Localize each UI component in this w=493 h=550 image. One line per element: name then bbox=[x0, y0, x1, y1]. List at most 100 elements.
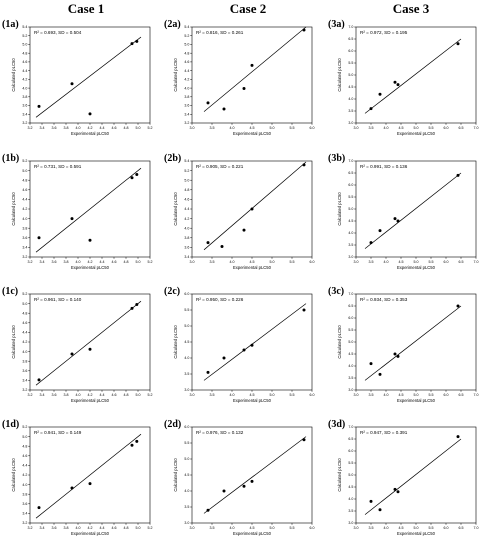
y-tick-label: 5.2 bbox=[22, 292, 27, 296]
y-tick-label: 3.0 bbox=[348, 521, 353, 525]
data-point bbox=[456, 173, 460, 177]
data-point bbox=[206, 101, 210, 105]
x-tick-label: 4.0 bbox=[384, 126, 389, 130]
x-tick-label: 3.4 bbox=[40, 526, 45, 530]
y-tick-label: 3.4 bbox=[184, 112, 189, 116]
y-tick-label: 3.6 bbox=[22, 502, 27, 506]
x-tick-label: 6.5 bbox=[459, 526, 464, 530]
x-tick-label: 6.5 bbox=[459, 393, 464, 397]
y-tick-label: 3.6 bbox=[22, 369, 27, 373]
fit-line bbox=[364, 172, 462, 249]
y-tick-label: 4.8 bbox=[184, 51, 189, 55]
stat-annotation: R² = 0.947, SD = 0.391 bbox=[360, 430, 408, 435]
data-point bbox=[456, 304, 460, 308]
x-tick-label: 3.8 bbox=[64, 393, 69, 397]
y-tick-label: 5.2 bbox=[22, 425, 27, 429]
data-point bbox=[378, 229, 382, 233]
x-tick-label: 6.0 bbox=[310, 260, 315, 264]
data-point bbox=[130, 176, 134, 180]
y-tick-label: 4.0 bbox=[184, 489, 189, 493]
y-tick-label: 5.0 bbox=[22, 302, 27, 306]
x-tick-label: 3.5 bbox=[210, 393, 215, 397]
y-axis-title: Calculated pLC50 bbox=[337, 58, 342, 92]
panel-2b: (2b) 3.0 3.5 4.0 4.5 5.0 5.5 6.0 3.4 3.6 3.8 4.0 4.2… bbox=[164, 153, 315, 270]
data-point bbox=[456, 435, 460, 439]
y-tick-label: 3.2 bbox=[22, 521, 27, 525]
y-axis-title: Calculated pLC50 bbox=[337, 325, 342, 359]
case-title-1: Case 1 bbox=[68, 1, 104, 16]
case-title-2: Case 2 bbox=[230, 1, 266, 16]
fit-line bbox=[35, 36, 142, 118]
stat-annotation: R² = 0.961, SD = 0.140 bbox=[34, 297, 82, 302]
y-tick-label: 7.0 bbox=[348, 159, 353, 163]
x-tick-label: 5.0 bbox=[270, 526, 275, 530]
data-point bbox=[130, 42, 134, 46]
y-tick-label: 3.8 bbox=[184, 95, 189, 99]
stat-annotation: R² = 0.950, SD = 0.226 bbox=[196, 297, 244, 302]
panel-3a: (3a) 3.0 3.5 4.0 4.5 5.0 5.5 6.0 6.5 7.0 3.0 3.5 4.0… bbox=[328, 19, 479, 136]
y-tick-label: 3.2 bbox=[22, 255, 27, 259]
y-tick-label: 3.8 bbox=[22, 95, 27, 99]
y-tick-label: 3.5 bbox=[184, 505, 189, 509]
y-tick-label: 4.0 bbox=[22, 483, 27, 487]
y-axis-title: Calculated pLC50 bbox=[173, 325, 178, 359]
y-tick-label: 3.4 bbox=[22, 112, 27, 116]
fit-line bbox=[203, 436, 307, 514]
x-tick-label: 4.0 bbox=[230, 126, 235, 130]
data-point bbox=[369, 241, 373, 245]
y-tick-label: 4.0 bbox=[184, 86, 189, 90]
y-tick-label: 3.5 bbox=[348, 109, 353, 113]
x-tick-label: 4.5 bbox=[250, 526, 255, 530]
y-tick-label: 3.6 bbox=[184, 104, 189, 108]
y-tick-label: 3.2 bbox=[184, 121, 189, 125]
x-tick-label: 6.0 bbox=[310, 126, 315, 130]
y-tick-label: 6.5 bbox=[348, 304, 353, 308]
x-tick-label: 4.5 bbox=[250, 260, 255, 264]
x-tick-label: 4.0 bbox=[76, 126, 81, 130]
x-tick-label: 5.0 bbox=[270, 393, 275, 397]
panel-3c: (3c) 3.0 3.5 4.0 4.5 5.0 5.5 6.0 6.5 7.0 3.0 3.5 4.0… bbox=[328, 286, 479, 403]
y-axis-title: Calculated pLC50 bbox=[173, 458, 178, 492]
data-point bbox=[222, 356, 226, 360]
x-tick-label: 6.0 bbox=[444, 526, 449, 530]
panel-2d: (2d) 3.0 3.5 4.0 4.5 5.0 5.5 6.0 3.0 3.5 4.0 4.5 5.0… bbox=[164, 419, 315, 536]
y-tick-label: 4.6 bbox=[22, 60, 27, 64]
x-tick-label: 4.0 bbox=[76, 526, 81, 530]
y-tick-label: 4.4 bbox=[22, 331, 27, 335]
x-axis-title: Experimental pLC50 bbox=[71, 131, 110, 136]
y-tick-label: 4.5 bbox=[184, 473, 189, 477]
panel-2c: (2c) 3.0 3.5 4.0 4.5 5.0 5.5 6.0 3.0 3.5 4.0 4.5 5.0… bbox=[164, 286, 315, 403]
panel-label: (3d) bbox=[328, 419, 345, 430]
y-tick-label: 3.0 bbox=[348, 121, 353, 125]
y-tick-label: 3.6 bbox=[184, 246, 189, 250]
data-point bbox=[37, 236, 41, 240]
data-point bbox=[378, 508, 382, 512]
y-tick-label: 4.6 bbox=[22, 188, 27, 192]
x-tick-label: 5.5 bbox=[290, 393, 295, 397]
data-point bbox=[37, 378, 41, 382]
fit-line bbox=[364, 305, 462, 381]
x-axis-title: Experimental pLC50 bbox=[233, 131, 272, 136]
data-point bbox=[88, 238, 92, 242]
y-tick-label: 4.8 bbox=[184, 188, 189, 192]
data-point bbox=[396, 490, 400, 494]
y-tick-label: 4.2 bbox=[22, 78, 27, 82]
y-tick-label: 4.6 bbox=[184, 198, 189, 202]
y-tick-label: 4.0 bbox=[22, 217, 27, 221]
y-tick-label: 5.5 bbox=[348, 195, 353, 199]
y-tick-label: 4.4 bbox=[22, 198, 27, 202]
x-tick-label: 3.8 bbox=[64, 260, 69, 264]
x-tick-label: 5.0 bbox=[414, 260, 419, 264]
x-tick-label: 5.2 bbox=[148, 393, 153, 397]
x-tick-label: 5.0 bbox=[136, 393, 141, 397]
data-point bbox=[396, 83, 400, 87]
x-tick-label: 3.8 bbox=[64, 126, 69, 130]
x-tick-label: 4.2 bbox=[88, 126, 93, 130]
data-point bbox=[250, 207, 254, 211]
x-tick-label: 4.8 bbox=[124, 126, 129, 130]
x-tick-label: 5.5 bbox=[290, 526, 295, 530]
x-tick-label: 3.0 bbox=[354, 526, 359, 530]
x-tick-label: 3.8 bbox=[64, 526, 69, 530]
stat-annotation: R² = 0.941, SD = 0.149 bbox=[34, 430, 82, 435]
x-tick-label: 4.5 bbox=[250, 126, 255, 130]
